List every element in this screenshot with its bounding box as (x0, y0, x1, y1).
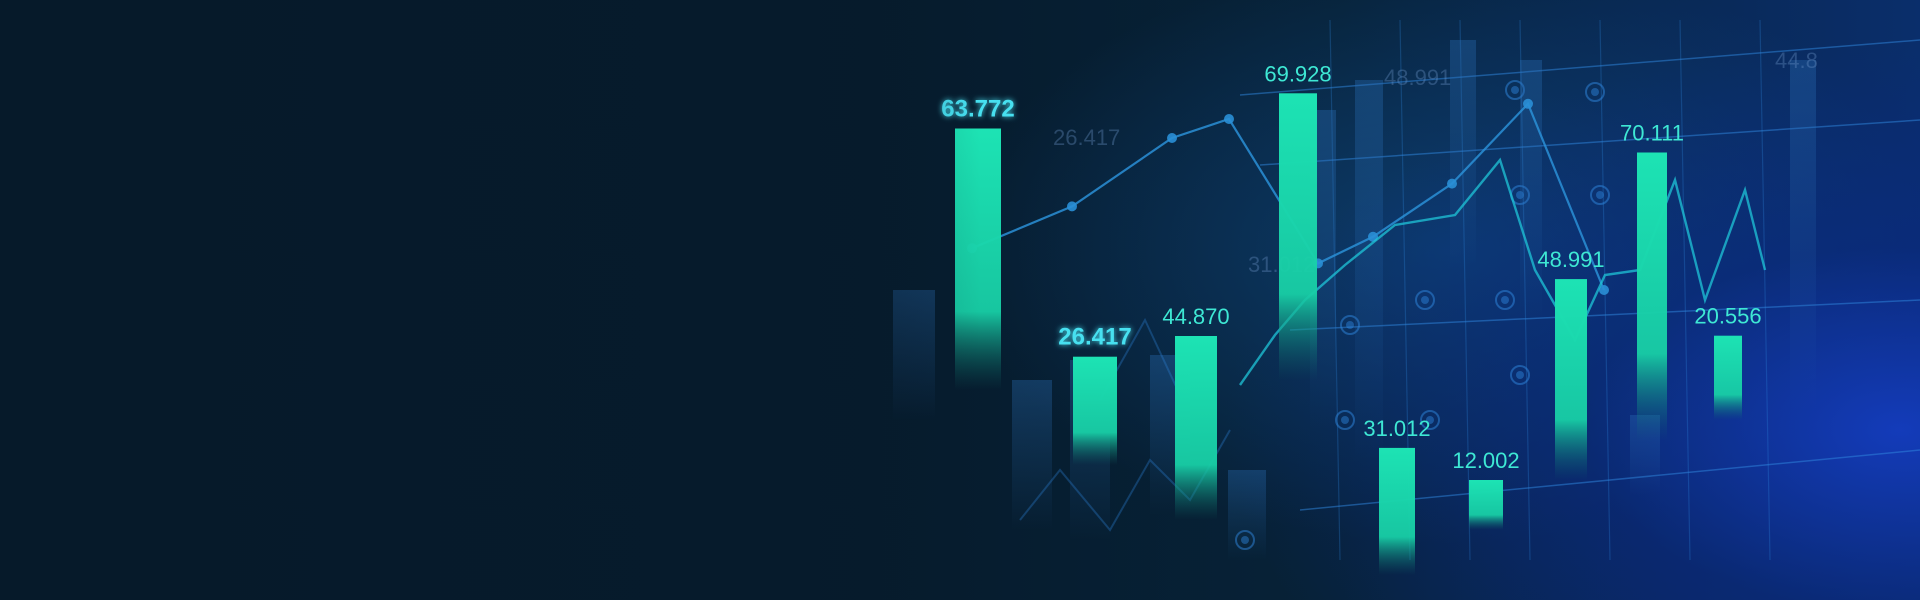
grid-node (1510, 365, 1530, 385)
bar-value-label: 44.870 (1162, 304, 1229, 329)
bar-series (955, 93, 1742, 575)
trend-line (1239, 157, 1767, 386)
bar (1714, 335, 1742, 420)
overlay-point (1224, 114, 1234, 124)
bar-value-label: 48.991 (1537, 247, 1604, 272)
grid-line-v (1759, 19, 1771, 561)
grid-node-core (1596, 191, 1604, 199)
grid-node-core (1511, 86, 1519, 94)
bar-value-label: 20.556 (1694, 304, 1761, 329)
left-fade (820, 0, 980, 600)
grid-node-core (1501, 296, 1509, 304)
bar-value-label: 70.111 (1620, 121, 1684, 146)
grid-line-v (1679, 19, 1691, 561)
ghost-bar (1520, 60, 1542, 320)
overlay-point (1447, 178, 1457, 189)
bar (1279, 93, 1317, 381)
bar-value-label: 31.012 (1363, 416, 1430, 441)
bar-value-label: 12.002 (1452, 448, 1519, 473)
grid-node-core (1341, 416, 1349, 424)
bar (1555, 279, 1587, 480)
overlay-point (1523, 98, 1533, 109)
bar (1073, 356, 1117, 465)
overlay-line-series (967, 98, 1767, 386)
bar-value-label: 26.417 (1058, 324, 1131, 351)
grid-node (1585, 82, 1605, 102)
bar (1637, 152, 1667, 440)
overlay-point (1067, 201, 1077, 212)
bar (1469, 480, 1503, 530)
ghost-label: 44.8 (1775, 48, 1818, 73)
bar (1379, 447, 1415, 575)
grid-node-core (1421, 296, 1429, 304)
overlay-point (1599, 285, 1609, 295)
ghost-label: 48.991 (1384, 65, 1451, 90)
background-bars (893, 40, 1816, 560)
ghost-bar (1012, 380, 1052, 530)
grid-node-core (1346, 321, 1354, 329)
ghost-bar (1355, 80, 1383, 460)
grid-line-h (1239, 39, 1920, 96)
bar (1175, 336, 1217, 520)
grid-node (1420, 410, 1440, 430)
ghost-bar (1450, 40, 1476, 270)
grid-node (1415, 290, 1435, 310)
grid-node-core (1516, 371, 1524, 379)
grid-node-core (1426, 416, 1434, 424)
ghost-label: 26.417 (1053, 125, 1120, 150)
grid-node (1590, 185, 1610, 205)
ghost-bar (1228, 470, 1266, 560)
ghost-bar (1790, 60, 1816, 410)
overlay-point (1167, 133, 1177, 143)
bar-value-label: 69.928 (1264, 61, 1331, 86)
grid-node-core (1591, 88, 1599, 96)
grid-node (1495, 290, 1515, 310)
